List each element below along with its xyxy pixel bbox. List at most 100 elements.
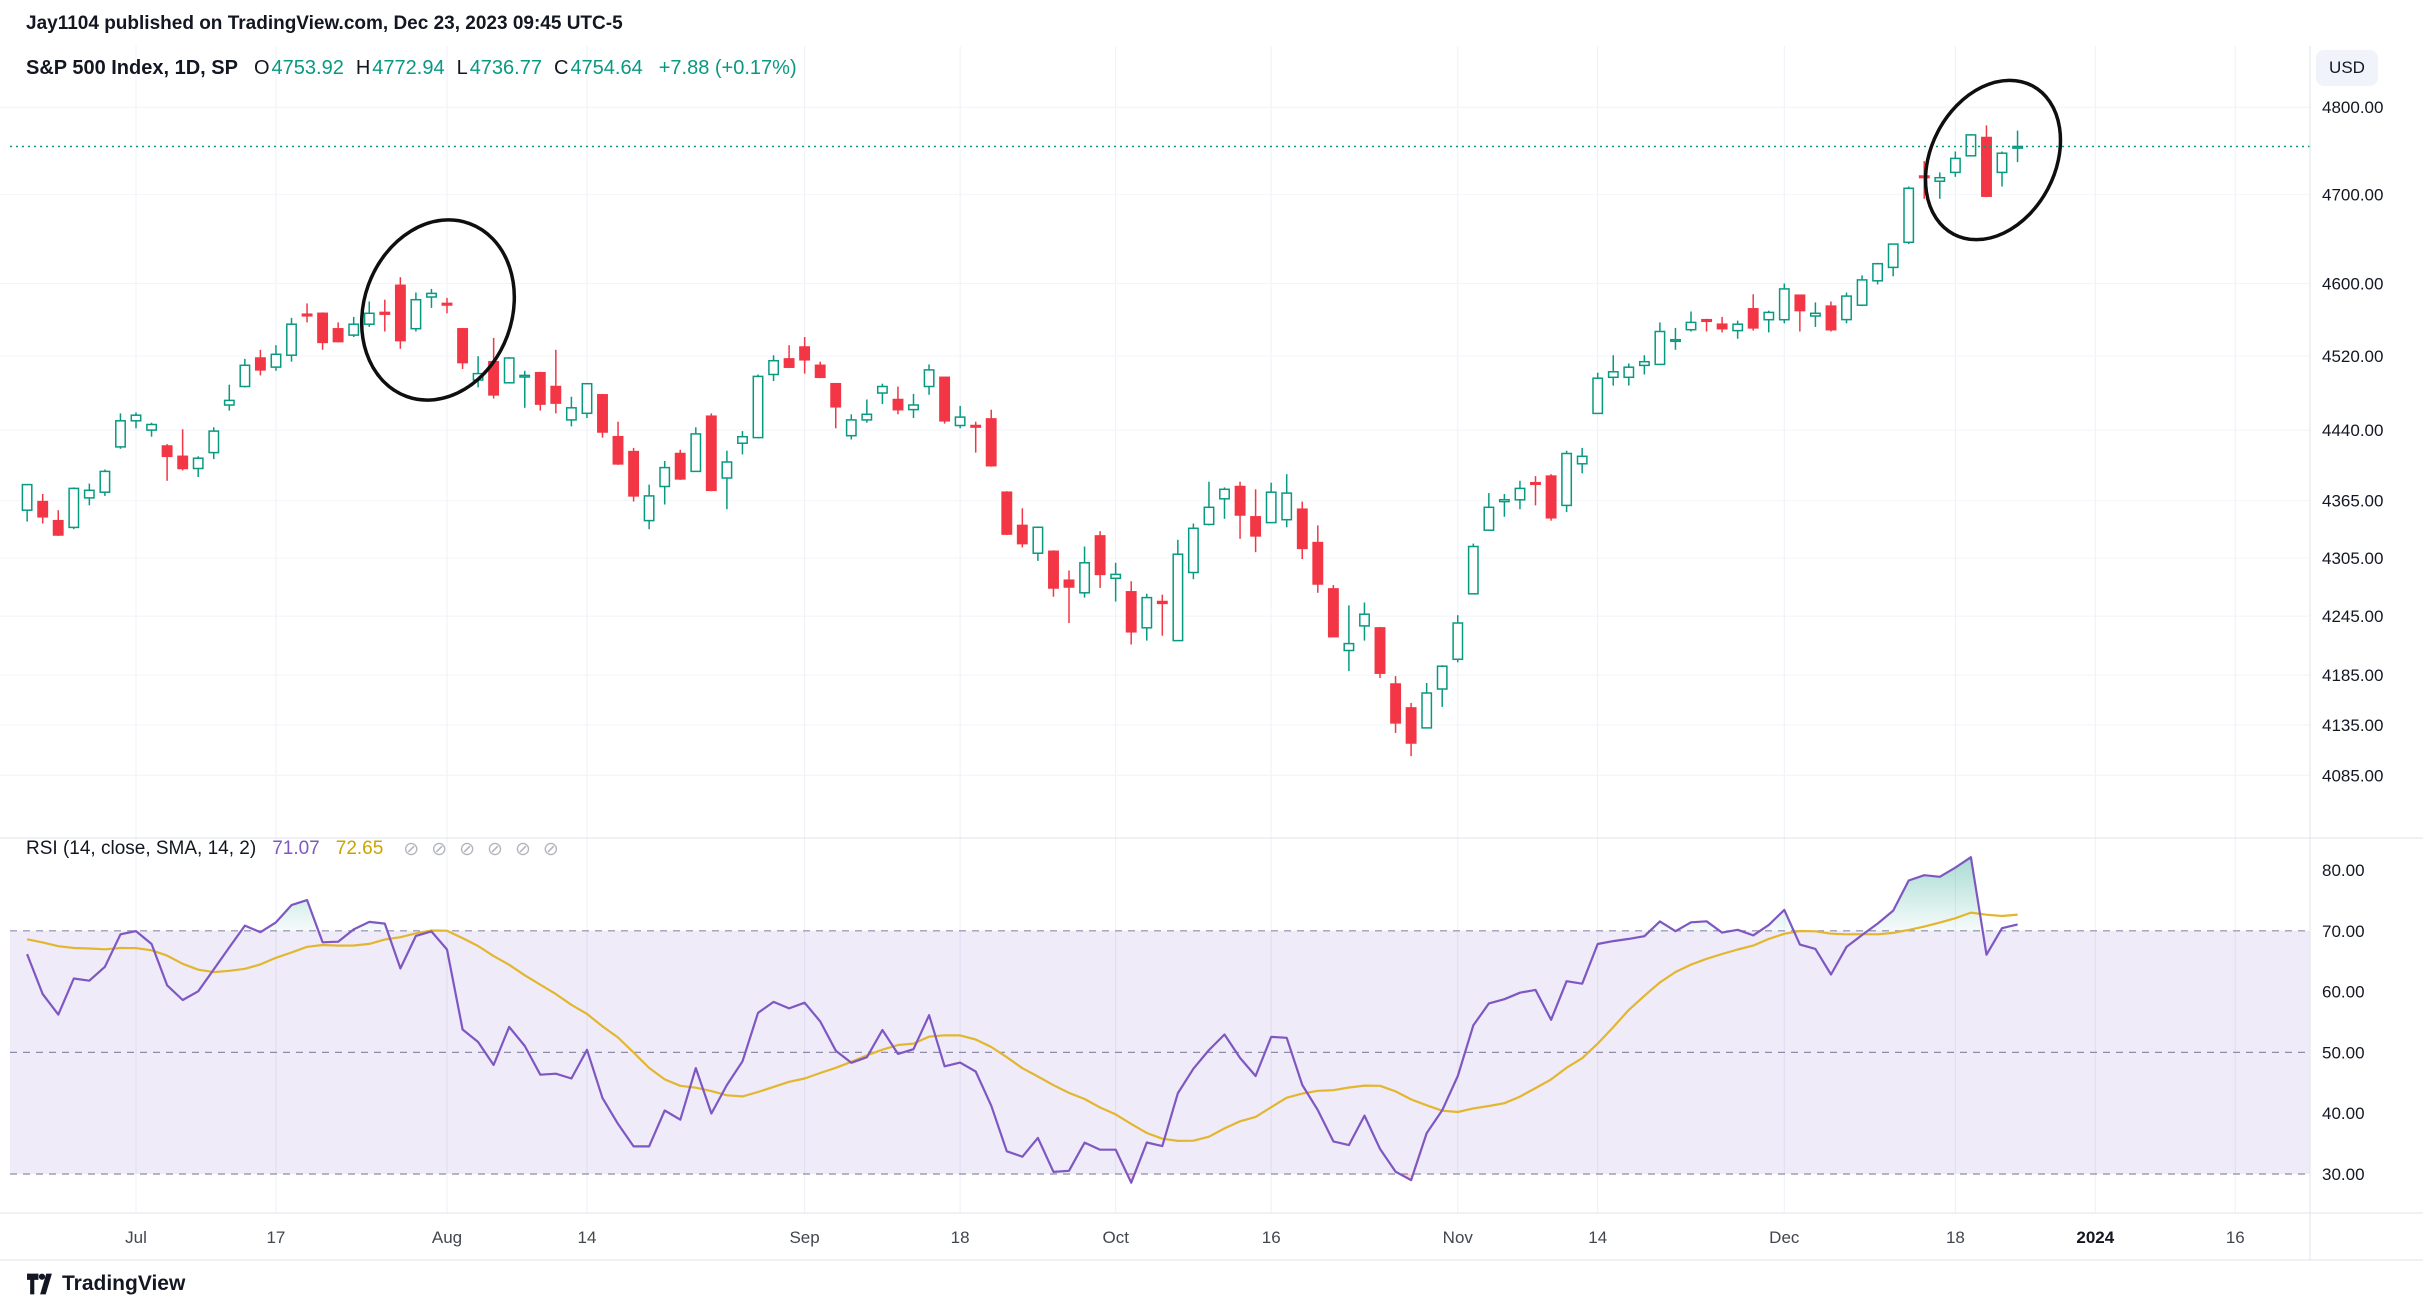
currency-button[interactable]: USD xyxy=(2316,50,2378,86)
candle xyxy=(410,292,422,332)
candle xyxy=(503,357,515,384)
candle-body xyxy=(923,369,935,388)
candle-body xyxy=(1048,550,1059,589)
candle xyxy=(830,382,842,429)
symbol-legend[interactable]: S&P 500 Index, 1D, SP O 4753.92 H 4772.94 L 4… xyxy=(26,57,797,80)
rsi-axis[interactable]: 80.00 70.00 60.00 50.00 40.00 30.00 xyxy=(2322,861,2365,1184)
candle xyxy=(690,427,702,473)
candle-body xyxy=(254,357,266,371)
candle xyxy=(1467,543,1479,595)
rsi-pane[interactable] xyxy=(10,856,2310,1184)
price-axis-label: 4305.00 xyxy=(2322,549,2383,568)
tradingview-wordmark[interactable]: TradingView xyxy=(62,1272,186,1295)
time-axis-label: 16 xyxy=(2226,1228,2245,1247)
candle xyxy=(1778,283,1790,324)
candle-body xyxy=(876,385,888,394)
candle-body xyxy=(1670,338,1681,343)
price-axis-label: 4085.00 xyxy=(2322,766,2383,785)
price-axis-label: 4520.00 xyxy=(2322,347,2383,366)
chart-surface[interactable] xyxy=(0,46,2310,1260)
rsi-overbought-fill xyxy=(352,921,388,931)
candle-body xyxy=(581,382,593,415)
rsi-axis-label: 50.00 xyxy=(2322,1043,2365,1062)
candle xyxy=(1094,531,1106,588)
candle-body xyxy=(1016,524,1028,545)
candle-body xyxy=(1561,452,1573,507)
price-axis[interactable]: 4800.00 4700.00 4600.00 4520.00 4440.00 4365.… xyxy=(2322,98,2383,785)
symbol-title[interactable]: S&P 500 Index, 1D, SP xyxy=(26,57,238,79)
candle-body xyxy=(1763,311,1775,321)
rsi-title[interactable]: RSI (14, close, SMA, 14, 2) xyxy=(26,838,257,859)
candle xyxy=(705,413,717,492)
candle-body xyxy=(1825,305,1837,331)
candle xyxy=(1203,481,1215,526)
candle-body xyxy=(379,311,391,315)
ohlc-label: C xyxy=(553,57,569,79)
candle xyxy=(814,361,826,379)
candle xyxy=(1156,594,1168,636)
candle xyxy=(1125,581,1137,645)
candle-body xyxy=(441,302,453,306)
candle-body xyxy=(208,430,220,454)
candle xyxy=(1856,275,1868,307)
footer: TradingView xyxy=(26,1272,185,1296)
candle-body xyxy=(1856,279,1868,306)
candle xyxy=(534,371,546,411)
candle-body xyxy=(1576,455,1588,465)
tradingview-logo-icon[interactable] xyxy=(26,1272,53,1296)
candle xyxy=(223,384,235,411)
candle-body xyxy=(659,466,671,488)
price-axis-label: 4800.00 xyxy=(2322,98,2383,117)
candle-body xyxy=(1001,491,1013,535)
time-axis-label: Aug xyxy=(432,1228,462,1247)
time-axis[interactable]: Jul 17 Aug 14 Sep 18 Oct 16 Nov 14 Dec 18 2024 16 xyxy=(125,1228,2245,1247)
candle-body xyxy=(68,487,80,529)
candle-body xyxy=(1405,707,1417,744)
time-axis-label: 17 xyxy=(266,1228,285,1247)
candle-body xyxy=(1187,527,1199,574)
candle xyxy=(1265,482,1277,524)
candle xyxy=(1763,310,1775,333)
candle xyxy=(565,396,577,427)
candle xyxy=(1934,172,1946,199)
candle xyxy=(394,277,406,349)
annotation-ellipse[interactable] xyxy=(337,198,539,422)
candle-body xyxy=(550,385,562,404)
candle xyxy=(1701,318,1713,332)
candle xyxy=(1405,702,1417,757)
candle-body xyxy=(1530,481,1541,486)
candle-body xyxy=(519,374,531,378)
candle xyxy=(597,393,608,438)
time-axis-label: Oct xyxy=(1102,1228,1129,1247)
candle-body xyxy=(394,284,406,342)
candle-body xyxy=(1545,475,1557,519)
rsi-legend[interactable]: RSI (14, close, SMA, 14, 2) 71.07 72.65 … xyxy=(26,837,571,861)
candle xyxy=(783,345,795,369)
candle xyxy=(1234,481,1246,539)
candle-body xyxy=(1079,562,1091,594)
annotation-ellipse[interactable] xyxy=(1899,57,2087,264)
candle xyxy=(1996,151,2008,187)
candle xyxy=(1296,501,1308,559)
candle xyxy=(1048,550,1059,597)
candle-body xyxy=(892,398,904,411)
candle xyxy=(908,393,919,418)
ohlc-label: L xyxy=(456,57,468,79)
ohlc-label: H xyxy=(355,57,371,79)
time-axis-label: Jul xyxy=(125,1228,147,1247)
candle-body xyxy=(1607,371,1619,379)
candle xyxy=(1576,447,1588,474)
candle xyxy=(1483,493,1495,531)
candle xyxy=(68,487,80,530)
candle xyxy=(270,345,282,371)
candle-body xyxy=(783,358,795,368)
rsi-lines xyxy=(26,856,2018,1184)
candle-body xyxy=(752,375,764,439)
rsi-axis-label: 70.00 xyxy=(2322,922,2365,941)
candle xyxy=(1063,570,1075,623)
candle xyxy=(1281,474,1293,528)
candle xyxy=(1374,626,1386,679)
ohlc-pair: L 4736.77 xyxy=(457,57,542,80)
candle xyxy=(1747,294,1759,331)
